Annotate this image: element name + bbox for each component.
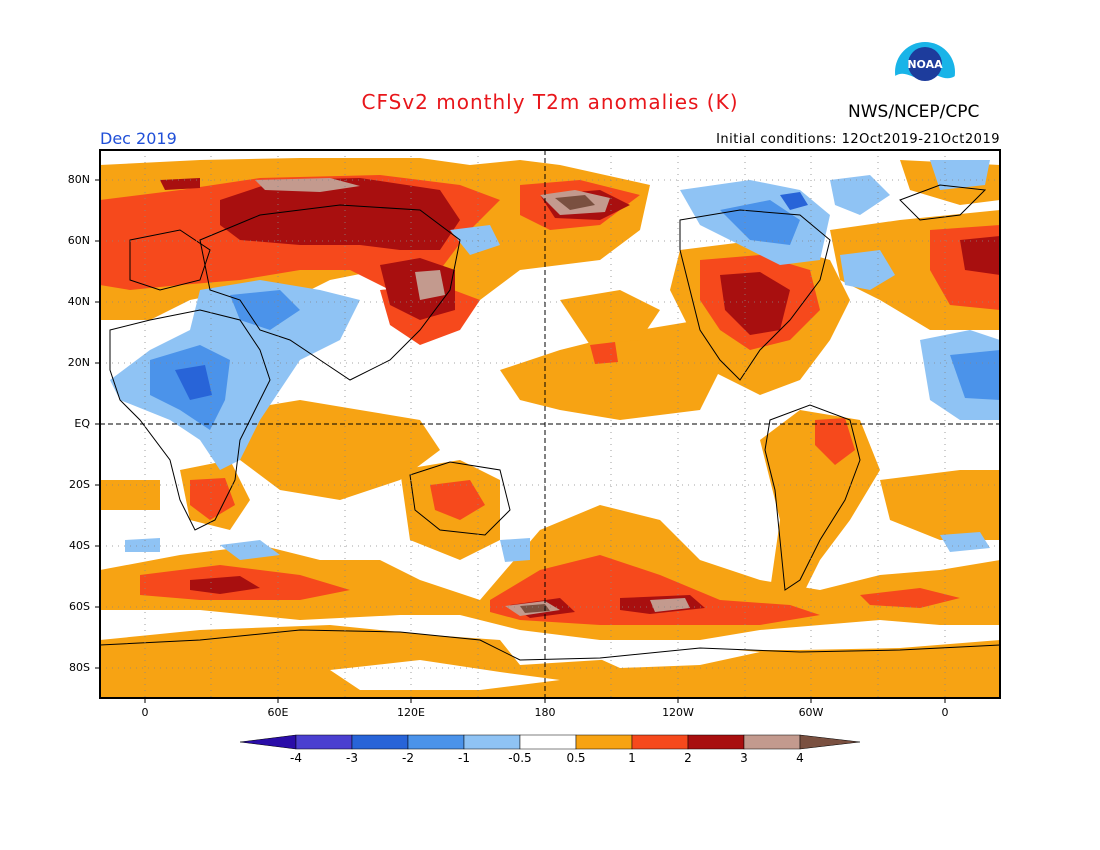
graticule [100,150,1000,698]
lon-label: 0 [141,706,149,719]
anomaly-region [650,598,690,612]
colorbar-segment [519,734,577,750]
anomaly-region [580,645,760,668]
lat-label: 40N [67,295,90,308]
forecast-month: Dec 2019 [100,129,177,148]
anomaly-region [220,540,280,560]
lon-label: 60E [267,706,289,719]
continent-outlines [100,184,1000,661]
lon-label: 180 [534,706,556,719]
colorbar-segment [743,734,801,750]
lat-label: 20N [67,356,90,369]
anomaly-region [880,470,1000,540]
colorbar-segment [631,734,689,750]
anomaly-region [490,555,820,625]
colorbar [239,734,861,750]
lon-label: 120E [397,706,425,719]
lat-label: 60N [67,234,90,247]
agency-label: NWS/NCEP/CPC [848,102,980,122]
lon-label: 60W [798,706,824,719]
anomaly-region [860,588,960,608]
anomaly-region [125,538,160,552]
anomaly-region [430,480,485,520]
anomaly-region [760,410,880,600]
anomaly-field [100,150,1000,698]
anomaly-region [160,178,200,190]
anomaly-region [720,272,790,335]
logo-lettering: NOAA [907,58,943,71]
anomaly-region [500,538,530,562]
lat-label: 80S [69,661,90,674]
anomaly-region [100,480,160,510]
colorbar-label: -0.5 [508,751,532,765]
anomaly-region [555,195,595,210]
colorbar-segment [239,734,297,750]
noaa-logo: NOAA [893,40,957,110]
lat-label: 40S [69,539,90,552]
colorbar-segment [407,734,465,750]
anomaly-region [230,290,300,330]
anomaly-region [780,192,808,210]
colorbar-label: 2 [684,751,692,765]
colorbar-segment [463,734,521,750]
anomaly-region [220,178,460,250]
colorbar-label: 4 [796,751,804,765]
colorbar-label: 1 [628,751,636,765]
colorbar-segment [351,734,409,750]
colorbar-segment [295,734,353,750]
anomaly-region [830,175,890,215]
axis-ticks [95,179,946,703]
lat-label: 60S [69,600,90,613]
colorbar-label: 0.5 [566,751,586,765]
anomaly-region [175,365,212,400]
anomaly-region [940,532,990,552]
anomaly-region [190,576,260,594]
anomaly-region [930,160,990,190]
anomaly-region [240,400,440,500]
anomaly-region [720,200,800,245]
anomaly-region [330,660,560,690]
anomaly-region [560,290,660,345]
anomaly-region [520,604,550,613]
lat-label: EQ [74,417,90,430]
anomaly-region [415,270,445,300]
lat-label: 80N [67,173,90,186]
anomaly-region [950,350,1000,400]
colorbar-segment [687,734,745,750]
anomaly-region [450,225,500,255]
reference-lines [100,150,1000,698]
anomaly-region [100,625,1000,698]
colorbar-label: 3 [740,751,748,765]
anomaly-region [190,478,235,520]
initial-conditions: Initial conditions: 12Oct2019-21Oct2019 [716,132,1000,147]
anomaly-region [815,418,855,465]
anomaly-region [590,342,618,364]
colorbar-label: -4 [290,751,302,765]
lat-label: 20S [69,478,90,491]
colorbar-label: -2 [402,751,414,765]
anomaly-region [255,178,360,192]
anomaly-region [840,250,895,290]
lon-label: 120W [662,706,694,719]
colorbar-segment [799,734,861,750]
anomaly-region [960,236,1000,275]
colorbar-label: -1 [458,751,470,765]
colorbar-label: -3 [346,751,358,765]
lon-label: 0 [941,706,949,719]
anomaly-region [500,320,720,420]
anomaly-region [110,280,360,470]
map-title: CFSv2 monthly T2m anomalies (K) [361,90,739,114]
colorbar-segment [575,734,633,750]
